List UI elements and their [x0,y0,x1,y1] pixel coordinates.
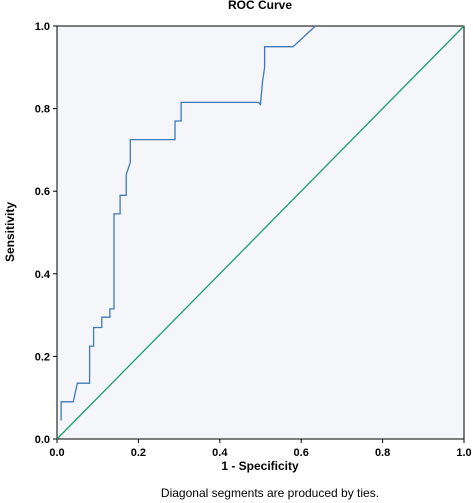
roc-curve-line [60,25,316,421]
x-axis-label: 1 - Specificity [221,459,299,473]
chart-title: ROC Curve [228,0,292,12]
y-tick-label: 1.0 [35,21,50,33]
y-tick-label: 0.8 [35,104,50,116]
x-tick-label: 0.6 [294,447,309,459]
y-tick-label: 0.2 [35,351,50,363]
y-tick-label: 0.4 [35,269,51,281]
x-tick-label: 0.8 [375,447,390,459]
y-tick-label: 0.0 [35,434,50,446]
x-tick-label: 1.0 [456,447,471,459]
y-tick-label: 0.6 [35,186,50,198]
x-tick-label: 0.4 [212,447,228,459]
y-axis-ticks: 0.0 0.2 0.4 0.6 0.8 1.0 [35,21,57,446]
x-tick-label: 0.0 [49,447,64,459]
reference-line [56,25,465,440]
footnote: Diagonal segments are produced by ties. [161,486,379,500]
x-tick-label: 0.2 [131,447,146,459]
y-axis-label: Sensitivity [3,202,17,262]
x-axis-ticks: 0.0 0.2 0.4 0.6 0.8 1.0 [49,439,472,459]
